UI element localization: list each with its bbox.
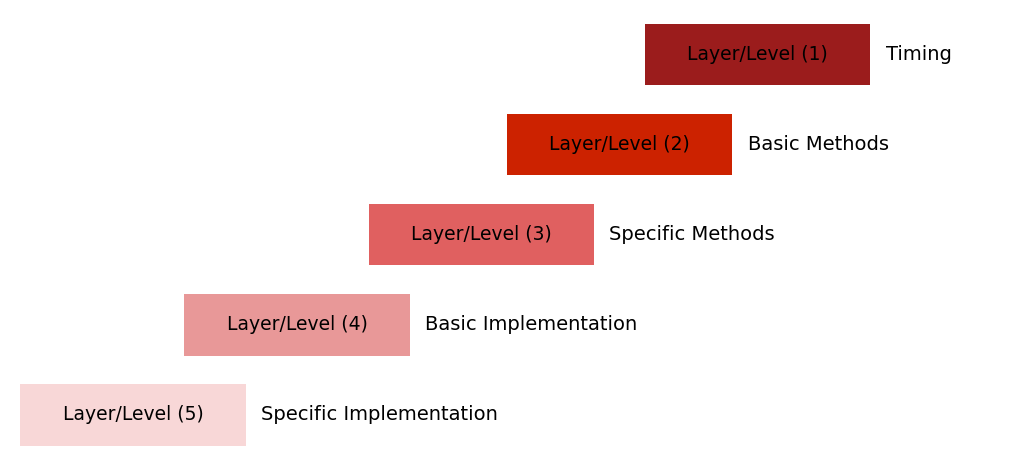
FancyBboxPatch shape: [507, 114, 732, 175]
Text: Layer/Level (1): Layer/Level (1): [687, 45, 828, 64]
FancyBboxPatch shape: [645, 24, 870, 85]
Text: Basic Implementation: Basic Implementation: [425, 315, 637, 334]
Text: Specific Implementation: Specific Implementation: [261, 405, 498, 424]
Text: Layer/Level (4): Layer/Level (4): [226, 315, 368, 334]
FancyBboxPatch shape: [184, 294, 410, 356]
FancyBboxPatch shape: [20, 384, 246, 446]
Text: Layer/Level (3): Layer/Level (3): [411, 225, 552, 244]
Text: Timing: Timing: [886, 45, 951, 64]
Text: Specific Methods: Specific Methods: [609, 225, 775, 244]
Text: Layer/Level (2): Layer/Level (2): [549, 135, 690, 154]
Text: Basic Methods: Basic Methods: [748, 135, 889, 154]
Text: Layer/Level (5): Layer/Level (5): [62, 405, 204, 424]
FancyBboxPatch shape: [369, 204, 594, 265]
